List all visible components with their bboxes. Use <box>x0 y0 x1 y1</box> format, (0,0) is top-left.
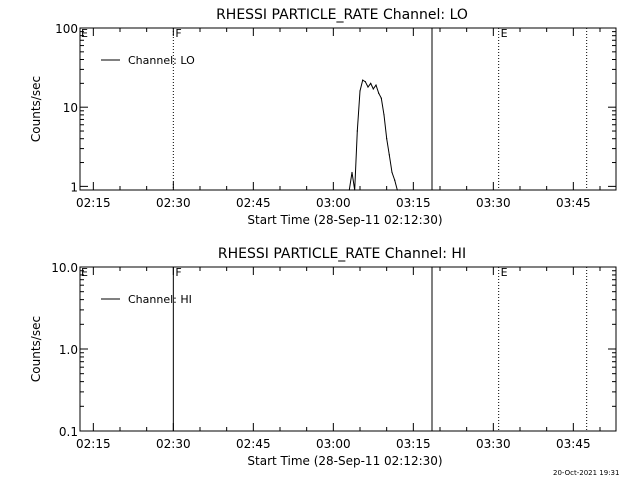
marker-label-E: E <box>501 27 508 40</box>
corner-label: E <box>81 266 88 279</box>
plot-frame <box>79 27 617 191</box>
x-tick-label: 03:00 <box>316 196 351 210</box>
x-tick-label: 03:30 <box>476 437 511 451</box>
data-point <box>399 189 401 191</box>
data-point <box>378 92 380 94</box>
legend-entry: Channel: LO <box>128 54 195 67</box>
x-tick-label: 03:00 <box>316 437 351 451</box>
marker-label-F: F <box>175 27 181 40</box>
x-tick-label: 02:45 <box>236 196 271 210</box>
data-point <box>364 81 366 83</box>
x-tick-label: 02:15 <box>76 196 111 210</box>
x-axis-label: Start Time (28-Sep-11 02:12:30) <box>247 213 442 227</box>
x-tick-label: 03:15 <box>396 196 431 210</box>
x-tick-label: 02:30 <box>156 437 191 451</box>
data-point <box>348 189 350 191</box>
x-tick-label: 03:45 <box>556 437 591 451</box>
data-point <box>362 79 364 81</box>
data-point <box>356 130 358 132</box>
chart-panel-1 <box>79 266 617 432</box>
y-tick-label: 10 <box>63 101 78 115</box>
y-tick-label: 100 <box>55 22 78 36</box>
y-tick-label: 10.0 <box>51 261 78 275</box>
x-tick-label: 03:15 <box>396 437 431 451</box>
data-point <box>359 90 361 92</box>
series-line-0 <box>348 79 400 191</box>
data-point <box>380 97 382 99</box>
data-point <box>372 88 374 90</box>
x-tick-label: 02:30 <box>156 196 191 210</box>
data-point <box>354 189 356 191</box>
x-tick-label: 02:15 <box>76 437 111 451</box>
y-tick-label: 1.0 <box>59 343 78 357</box>
data-point <box>351 171 353 174</box>
generated-timestamp: 20-Oct-2021 19:31 <box>553 469 619 477</box>
x-tick-label: 02:45 <box>236 437 271 451</box>
x-tick-label: 03:45 <box>556 196 591 210</box>
data-point <box>375 84 377 86</box>
data-point <box>370 82 372 84</box>
marker-label-E: E <box>501 266 508 279</box>
data-point <box>367 86 369 88</box>
y-tick-label: 1 <box>70 180 78 194</box>
y-axis-label: Counts/sec <box>29 76 43 142</box>
data-point <box>386 138 388 140</box>
chart-panel-0 <box>79 27 617 191</box>
data-point <box>394 179 396 181</box>
legend-entry: Channel: HI <box>128 293 192 306</box>
y-tick-label: 0.1 <box>59 425 78 439</box>
chart-title: RHESSI PARTICLE_RATE Channel: HI <box>218 246 466 262</box>
plot-frame <box>79 266 617 432</box>
corner-label: E <box>81 27 88 40</box>
chart-title: RHESSI PARTICLE_RATE Channel: LO <box>216 7 468 23</box>
y-axis-label: Counts/sec <box>29 316 43 382</box>
data-point <box>388 154 390 156</box>
data-point <box>383 114 385 116</box>
x-tick-label: 03:30 <box>476 196 511 210</box>
marker-label-F: F <box>175 266 181 279</box>
data-point <box>396 189 398 191</box>
data-point <box>391 171 393 174</box>
x-axis-label: Start Time (28-Sep-11 02:12:30) <box>247 454 442 468</box>
